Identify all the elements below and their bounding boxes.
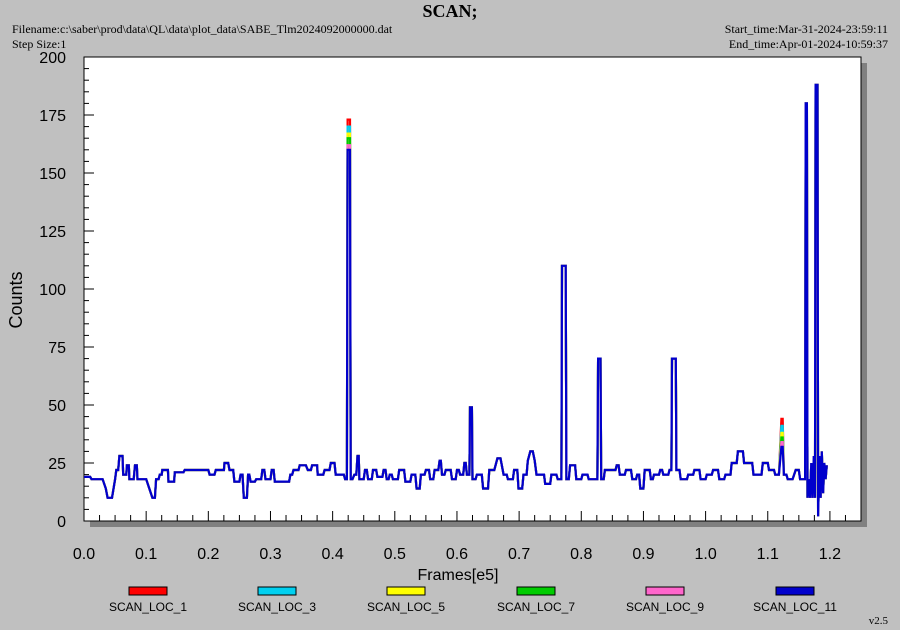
x-tick-labels: 0.0 0.1 0.2 0.3 0.4 0.5 0.6 0.7 0.8 0.9 1.0 1.1 1.2	[73, 546, 841, 563]
y-tick-label: 200	[39, 50, 66, 67]
y-tick-labels: 0 25 50 75 100 125 150 175 200	[39, 50, 66, 531]
legend-swatch	[386, 586, 426, 596]
y-tick-label: 100	[39, 282, 66, 299]
version-label: v2.5	[868, 615, 888, 627]
legend: SCAN_LOC_1 SCAN_LOC_3 SCAN_LOC_5 SCAN_LOC_7…	[109, 586, 837, 614]
y-tick-label: 75	[48, 340, 66, 357]
legend-label: SCAN_LOC_11	[753, 600, 837, 614]
x-tick-label: 0.9	[632, 546, 654, 563]
y-tick-label: 125	[39, 224, 66, 241]
legend-swatch	[128, 586, 168, 596]
legend-label: SCAN_LOC_3	[238, 600, 316, 614]
y-axis-label: Counts	[6, 271, 26, 328]
x-tick-label: 0.6	[446, 546, 468, 563]
y-tick-label: 150	[39, 166, 66, 183]
y-tick-label: 50	[48, 398, 66, 415]
filename-label: Filename:c:\saber\prod\data\QL\data\plot…	[12, 22, 393, 36]
axis-ticks	[83, 56, 862, 522]
legend-label: SCAN_LOC_1	[109, 600, 187, 614]
x-tick-label: 1.1	[757, 546, 779, 563]
legend-swatch	[257, 586, 297, 596]
legend-label: SCAN_LOC_9	[626, 600, 704, 614]
legend-swatch	[516, 586, 556, 596]
series-lines	[84, 83, 828, 517]
y-tick-label: 0	[57, 514, 66, 531]
x-tick-label: 1.2	[819, 546, 841, 563]
x-tick-label: 0.1	[135, 546, 157, 563]
x-tick-label: 1.0	[694, 546, 716, 563]
legend-label: SCAN_LOC_7	[497, 600, 575, 614]
start-time-label: Start_time:Mar-31-2024-23:59:11	[724, 22, 888, 36]
x-tick-label: 0.2	[197, 546, 219, 563]
y-tick-label: 175	[39, 108, 66, 125]
x-axis-label: Frames[e5]	[418, 567, 499, 584]
x-tick-label: 0.3	[259, 546, 281, 563]
legend-swatch	[775, 586, 815, 596]
x-tick-label: 0.4	[322, 546, 344, 563]
x-tick-label: 0.5	[384, 546, 406, 563]
end-time-label: End_time:Apr-01-2024-10:59:37	[728, 37, 888, 51]
x-tick-label: 0.0	[73, 546, 95, 563]
y-tick-label: 25	[48, 456, 66, 473]
x-tick-label: 0.7	[508, 546, 530, 563]
legend-swatch	[645, 586, 685, 596]
x-tick-label: 0.8	[570, 546, 592, 563]
step-size-label: Step Size:1	[12, 37, 67, 51]
legend-label: SCAN_LOC_5	[367, 600, 445, 614]
chart-title: SCAN;	[422, 1, 478, 21]
series-line-scan-loc-11	[84, 83, 828, 517]
